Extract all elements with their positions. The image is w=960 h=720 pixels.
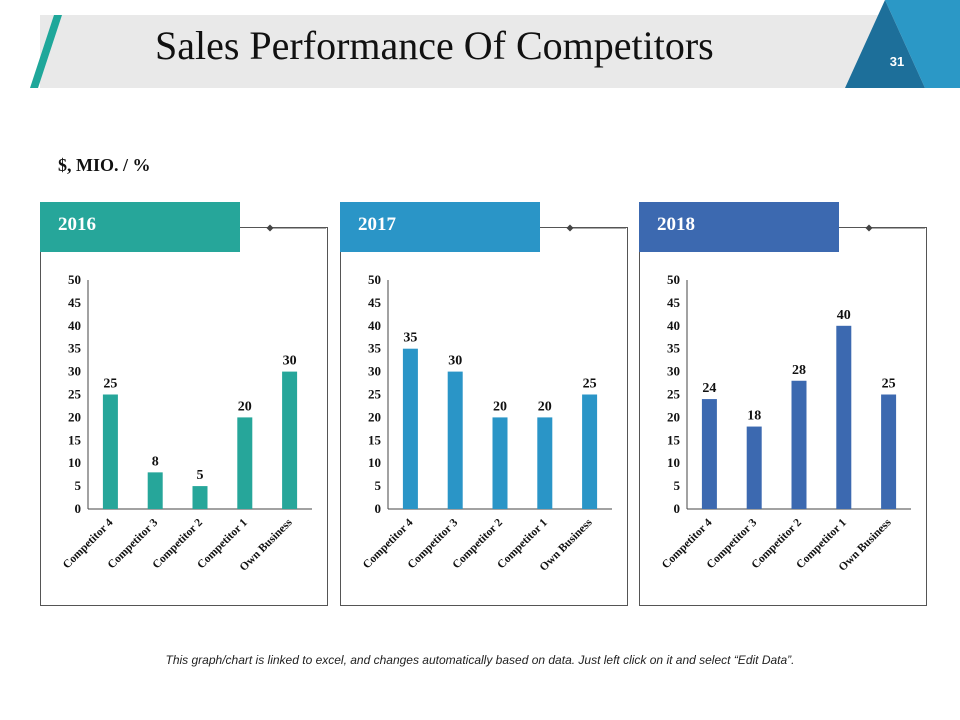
y-tick-label: 20 <box>68 409 81 424</box>
y-tick-label: 15 <box>667 432 681 447</box>
y-tick-label: 35 <box>368 341 382 356</box>
y-tick-label: 20 <box>368 409 381 424</box>
title-accent-stripe <box>30 15 62 88</box>
y-tick-label: 25 <box>368 387 382 402</box>
y-tick-label: 25 <box>667 387 681 402</box>
bar <box>791 380 807 509</box>
y-tick-label: 0 <box>75 501 82 516</box>
bar <box>537 417 553 509</box>
footnote: This graph/chart is linked to excel, and… <box>165 653 795 667</box>
bar <box>192 486 208 509</box>
data-label: 30 <box>283 354 297 369</box>
bar <box>147 472 163 509</box>
year-banner-2017: 2017 <box>340 202 540 252</box>
year-banner-2018: 2018 <box>639 202 839 252</box>
connector-line <box>865 224 925 232</box>
bar <box>701 399 717 509</box>
bar <box>836 325 852 509</box>
data-label: 25 <box>103 377 117 392</box>
y-tick-label: 45 <box>667 295 681 310</box>
y-tick-label: 30 <box>667 364 680 379</box>
page-number: 31 <box>889 54 905 69</box>
y-tick-label: 45 <box>368 295 382 310</box>
year-banner-2016: 2016 <box>40 202 240 252</box>
y-tick-label: 5 <box>674 478 681 493</box>
bar <box>102 394 118 509</box>
y-tick-label: 25 <box>68 387 82 402</box>
y-tick-label: 15 <box>368 432 382 447</box>
y-tick-label: 10 <box>68 455 81 470</box>
y-tick-label: 50 <box>68 272 81 287</box>
y-tick-label: 50 <box>368 272 381 287</box>
y-tick-label: 30 <box>68 364 81 379</box>
y-tick-label: 10 <box>368 455 381 470</box>
data-label: 30 <box>448 354 462 369</box>
y-tick-label: 20 <box>667 409 680 424</box>
data-label: 20 <box>493 399 507 414</box>
y-tick-label: 0 <box>375 501 382 516</box>
bar <box>746 426 762 509</box>
y-tick-label: 0 <box>674 501 681 516</box>
bar <box>447 371 463 509</box>
connector-line <box>566 224 626 232</box>
data-label: 28 <box>792 363 806 378</box>
data-label: 40 <box>837 308 851 323</box>
bar <box>881 394 897 509</box>
data-label: 20 <box>538 399 552 414</box>
y-tick-label: 35 <box>68 341 82 356</box>
bar <box>237 417 253 509</box>
unit-label: $, MIO. / % <box>58 155 151 175</box>
data-label: 18 <box>747 409 761 424</box>
y-tick-label: 35 <box>667 341 681 356</box>
y-tick-label: 40 <box>667 318 680 333</box>
page-corner-decoration <box>845 0 960 88</box>
data-label: 5 <box>197 468 204 483</box>
connector-line <box>266 224 326 232</box>
y-tick-label: 30 <box>368 364 381 379</box>
bar <box>582 394 598 509</box>
y-tick-label: 45 <box>68 295 82 310</box>
data-label: 24 <box>702 381 716 396</box>
slide-title: Sales Performance Of Competitors <box>155 23 714 68</box>
y-tick-label: 5 <box>75 478 82 493</box>
bar <box>282 371 298 509</box>
y-tick-label: 10 <box>667 455 680 470</box>
data-label: 25 <box>882 377 896 392</box>
y-tick-label: 40 <box>68 318 81 333</box>
data-label: 25 <box>583 377 597 392</box>
y-tick-label: 40 <box>368 318 381 333</box>
data-label: 20 <box>238 399 252 414</box>
data-label: 35 <box>403 331 417 346</box>
bar <box>492 417 508 509</box>
y-tick-label: 50 <box>667 272 680 287</box>
y-tick-label: 5 <box>375 478 382 493</box>
data-label: 8 <box>152 454 159 469</box>
bar <box>402 348 418 509</box>
y-tick-label: 15 <box>68 432 82 447</box>
title-band <box>40 15 890 88</box>
